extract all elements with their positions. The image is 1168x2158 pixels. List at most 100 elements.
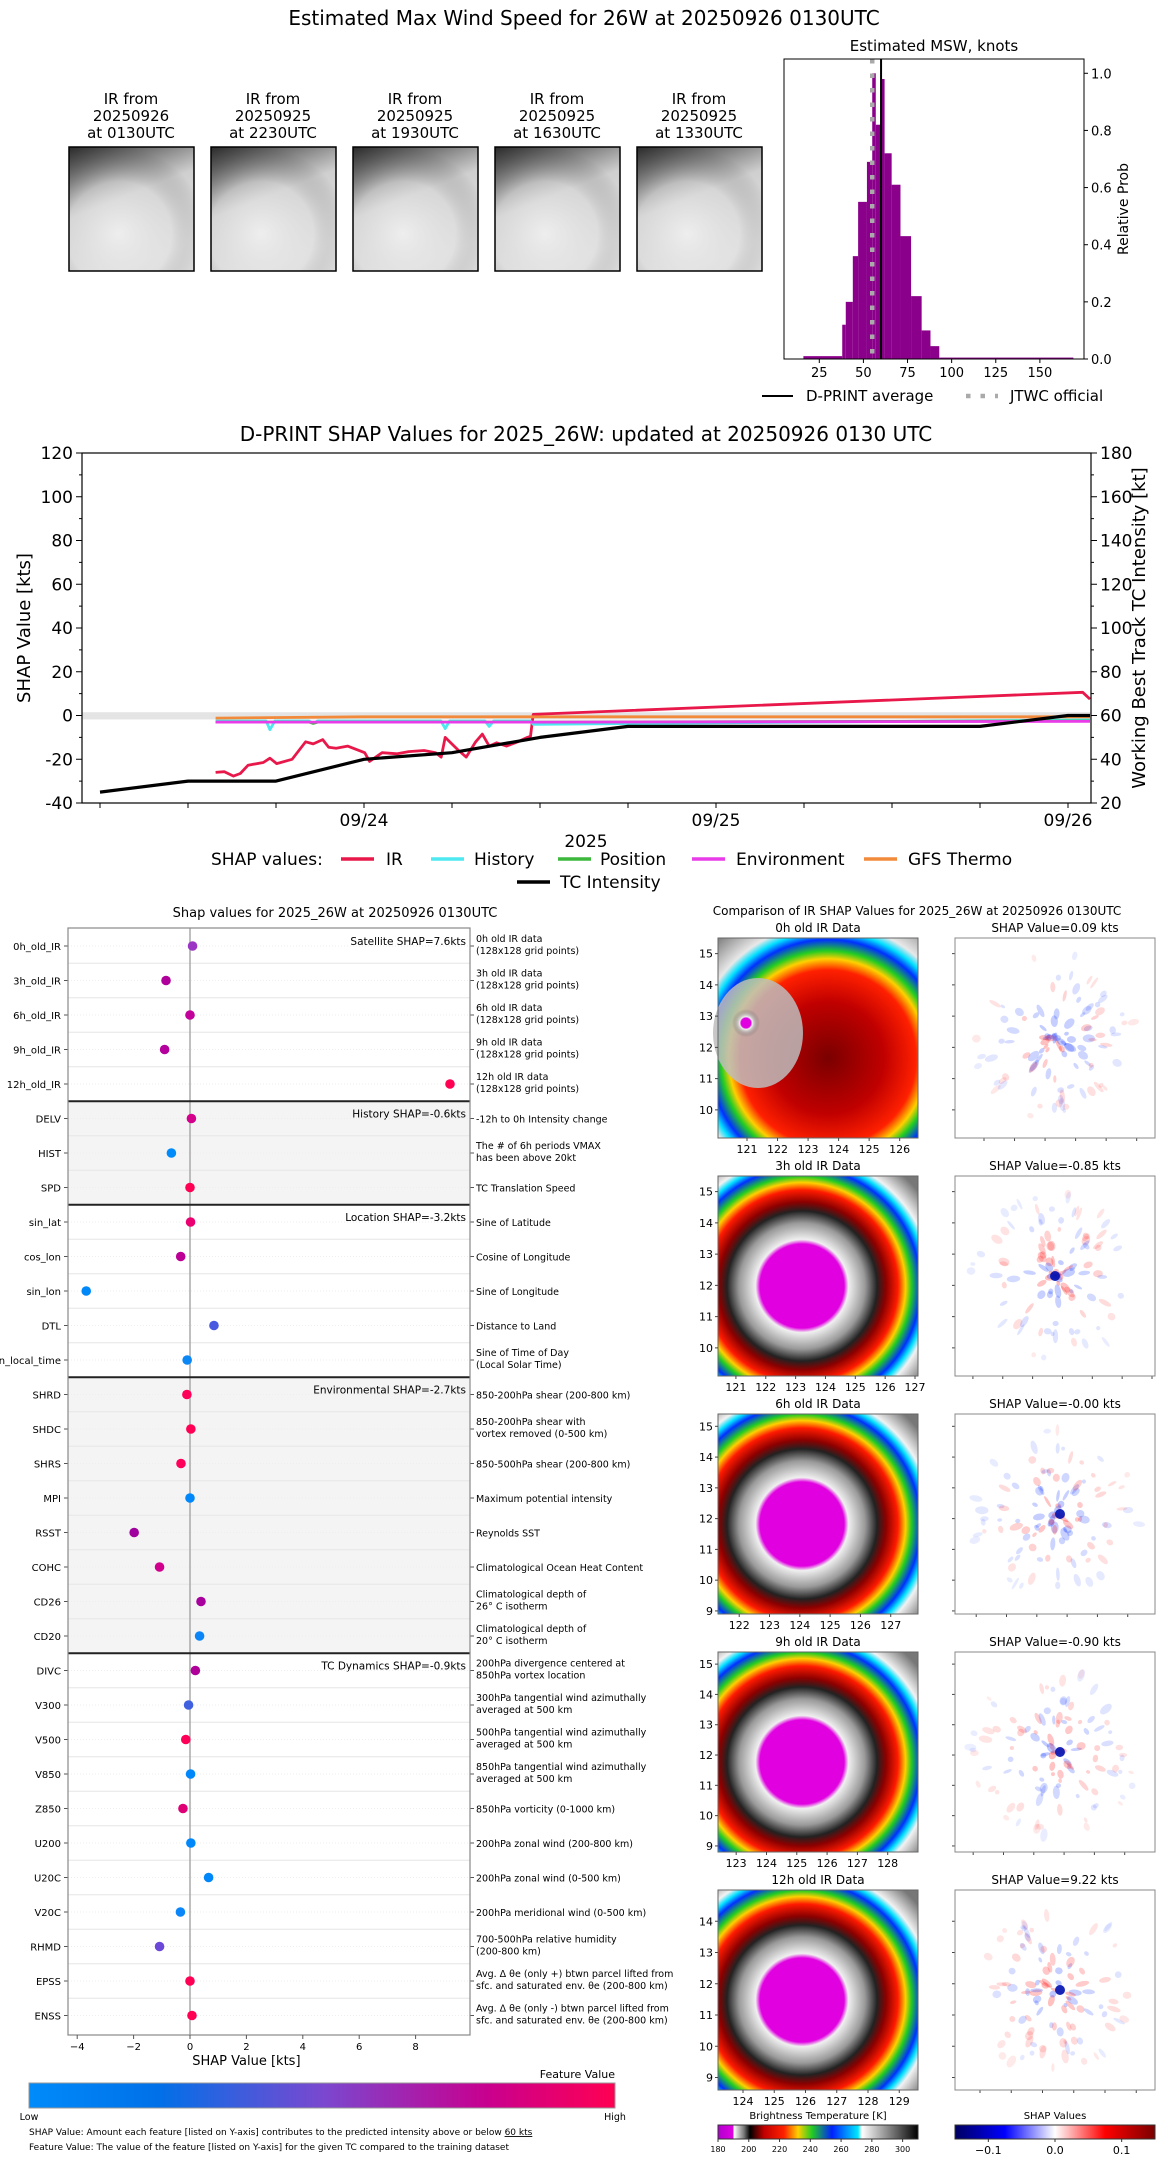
- y-tick-label: 11: [699, 1543, 713, 1556]
- colorbar-high-label: High: [604, 2112, 626, 2123]
- shap-map-blob: [1019, 2054, 1025, 2061]
- colorbar-tick-label: 300: [895, 2145, 910, 2154]
- colorbar-tick-label: 0.1: [1113, 2144, 1131, 2157]
- timeseries-frame: [81, 452, 1092, 804]
- shap-map-blob: [1043, 1328, 1052, 1335]
- shap-map-blob: [1056, 1489, 1060, 1502]
- shap-map-blob: [1095, 1032, 1106, 1039]
- shap-map-blob: [1008, 1563, 1016, 1572]
- shap-map-blob: [1081, 1338, 1089, 1349]
- shap-map-blob: [1083, 2008, 1094, 2016]
- shap-map-blob: [1028, 1572, 1036, 1585]
- y-tick-label: 9: [706, 2072, 713, 2085]
- shap-map-blob: [1070, 1484, 1080, 1495]
- x-tick-label: 125: [820, 1619, 841, 1632]
- feature-description: averaged at 500 km: [476, 1740, 572, 1751]
- shap-map-blob: [1007, 1220, 1015, 1230]
- shap-map-blob: [1055, 1295, 1062, 1309]
- feature-description: -12h to 0h Intensity change: [476, 1115, 608, 1126]
- shap-map-blob: [1055, 1503, 1062, 1509]
- shap-map-blob: [1001, 1281, 1007, 1289]
- shap-map-blob: [1079, 1087, 1087, 1099]
- shap-map-blob: [1045, 1262, 1054, 1272]
- shap-frame: [954, 1889, 1156, 2091]
- shap-map-center: [1052, 1035, 1058, 1041]
- shap-map-blob: [1007, 1756, 1014, 1763]
- shap-map-blob: [1025, 2035, 1034, 2048]
- shap-map-blob: [1088, 1062, 1094, 1068]
- shap-point: [185, 1493, 195, 1503]
- y-tick-label: 1.0: [1091, 67, 1112, 82]
- shap-map-blob: [1081, 1236, 1091, 1245]
- shap-map-blob: [1119, 1012, 1125, 1017]
- shap-map-blob: [1066, 1739, 1073, 1746]
- y2-tick-label: 140: [1100, 532, 1132, 552]
- feature-name: 12h_old_IR: [7, 1080, 61, 1091]
- shap-map-blob: [989, 1458, 999, 1467]
- shap-map-blob: [1067, 1963, 1073, 1970]
- shap-map-blob: [1002, 1073, 1010, 1081]
- shap-map-blob: [1018, 2015, 1027, 2024]
- shap-map-blob: [1102, 1085, 1108, 1091]
- ir-panel-title: 0h old IR Data: [775, 921, 861, 935]
- y-tick-label: 10: [699, 1342, 713, 1355]
- shap-map-blob: [1115, 1744, 1124, 1751]
- shap-map-blob: [1042, 1966, 1050, 1975]
- y-tick-label: 10: [699, 1810, 713, 1823]
- x-tick-label: 8: [412, 2042, 418, 2053]
- shap-map-blob: [980, 1516, 989, 1522]
- shap-map-blob: [1097, 1554, 1108, 1565]
- shap-map-blob: [1069, 1267, 1076, 1271]
- shap-map-blob: [1045, 1257, 1054, 1267]
- shap-map-blob: [1100, 1042, 1113, 1047]
- y-tick-label: 13: [699, 1482, 713, 1495]
- shap-map-blob: [1020, 1924, 1026, 1930]
- feature-name: U20C: [34, 1874, 61, 1885]
- colorbar-tick-label: 220: [772, 2145, 787, 2154]
- shap-map-blob: [1101, 1336, 1110, 1347]
- feature-name: EPSS: [36, 1977, 61, 1988]
- shap-map-blob: [1079, 1460, 1085, 1465]
- shap-map-blob: [1078, 1779, 1089, 1791]
- shap-map-blob: [1067, 1530, 1074, 1537]
- shap-map-blob: [1039, 1024, 1047, 1032]
- shap-map-blob: [1037, 1290, 1046, 1300]
- x-tick-label: 122: [767, 1143, 788, 1156]
- shap-map-blob: [990, 1084, 1001, 1095]
- colorbar-gradient: [954, 2124, 1156, 2140]
- shap-map-blob: [1062, 1519, 1074, 1529]
- feature-description: vortex removed (0-500 km): [476, 1429, 607, 1440]
- shap-map-blob: [1037, 1103, 1043, 1109]
- shap-map-blob: [1086, 1293, 1097, 1302]
- shap-map-blob: [998, 2052, 1007, 2060]
- shap-map-blob: [1018, 1769, 1025, 1777]
- shap-map-blob: [1046, 1241, 1055, 1251]
- shap-map-blob: [1056, 1944, 1062, 1955]
- shap-point: [166, 1148, 177, 1158]
- shap-map-blob: [1093, 1081, 1104, 1093]
- shap-map-blob: [977, 1053, 987, 1060]
- shap-map-blob: [1076, 1207, 1083, 1221]
- shap-map-blob: [1068, 970, 1074, 981]
- feature-name: DTL: [42, 1322, 62, 1333]
- colorbar-tick-label: 0.0: [1046, 2144, 1064, 2157]
- shap-map-blob: [1059, 1696, 1068, 1706]
- shap-map-blob: [1107, 1312, 1116, 1321]
- feature-name: DELV: [36, 1115, 61, 1126]
- shap-map-blob: [1050, 1521, 1059, 1534]
- shap-map-blob: [1035, 1792, 1044, 1807]
- shap-point: [190, 1665, 201, 1676]
- shap-map-blob: [1025, 1981, 1037, 1989]
- shap-map-blob: [1081, 1479, 1086, 1484]
- x-tick-label: 125: [764, 2095, 785, 2108]
- feature-name: RHMD: [30, 1943, 61, 1954]
- shap-map-blob: [1090, 1804, 1097, 1811]
- shap-map-blob: [992, 1990, 1002, 1999]
- x-tick-label: 126: [817, 1857, 838, 1870]
- shap-map-blob: [1107, 2005, 1121, 2013]
- shap-map-blob: [1108, 1730, 1113, 1735]
- legend-label-dprint: D-PRINT average: [806, 387, 933, 405]
- shap-map-blob: [1058, 1217, 1065, 1224]
- shap-map-blob: [1051, 1102, 1057, 1113]
- shap-map-blob: [1096, 1229, 1107, 1240]
